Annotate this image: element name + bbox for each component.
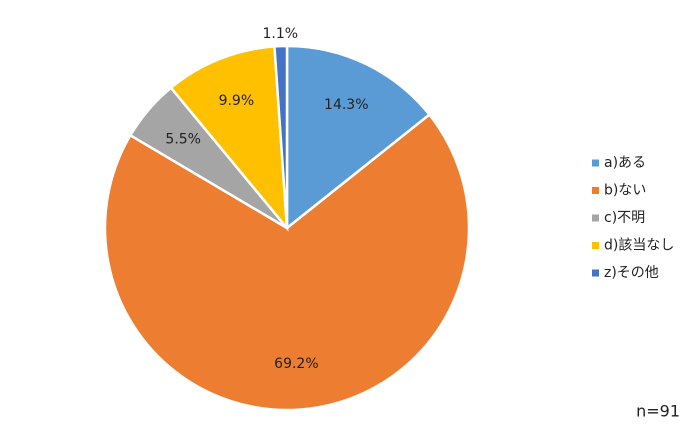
data-label: 9.9% (219, 93, 255, 109)
pie-slice (169, 45, 289, 232)
sample-size: n=91 (636, 402, 680, 421)
legend-marker (592, 159, 599, 167)
legend-marker (592, 269, 599, 277)
data-label: 14.3% (324, 97, 368, 113)
pie-slice (285, 44, 432, 231)
legend-label: c)不明 (604, 210, 645, 226)
legend-label: z)その他 (604, 265, 659, 281)
legend-marker (592, 214, 599, 222)
legend-label: a)ある (604, 155, 646, 171)
data-label: 69.2% (274, 356, 318, 372)
legend-label: b)ない (604, 183, 646, 199)
legend-label: d)該当なし (604, 238, 674, 254)
pie-slice (273, 44, 289, 229)
data-label: 5.5% (165, 131, 201, 147)
pie-slice (103, 112, 471, 412)
data-label: 1.1% (263, 26, 299, 42)
legend-marker (592, 242, 599, 249)
legend-marker (592, 187, 599, 194)
